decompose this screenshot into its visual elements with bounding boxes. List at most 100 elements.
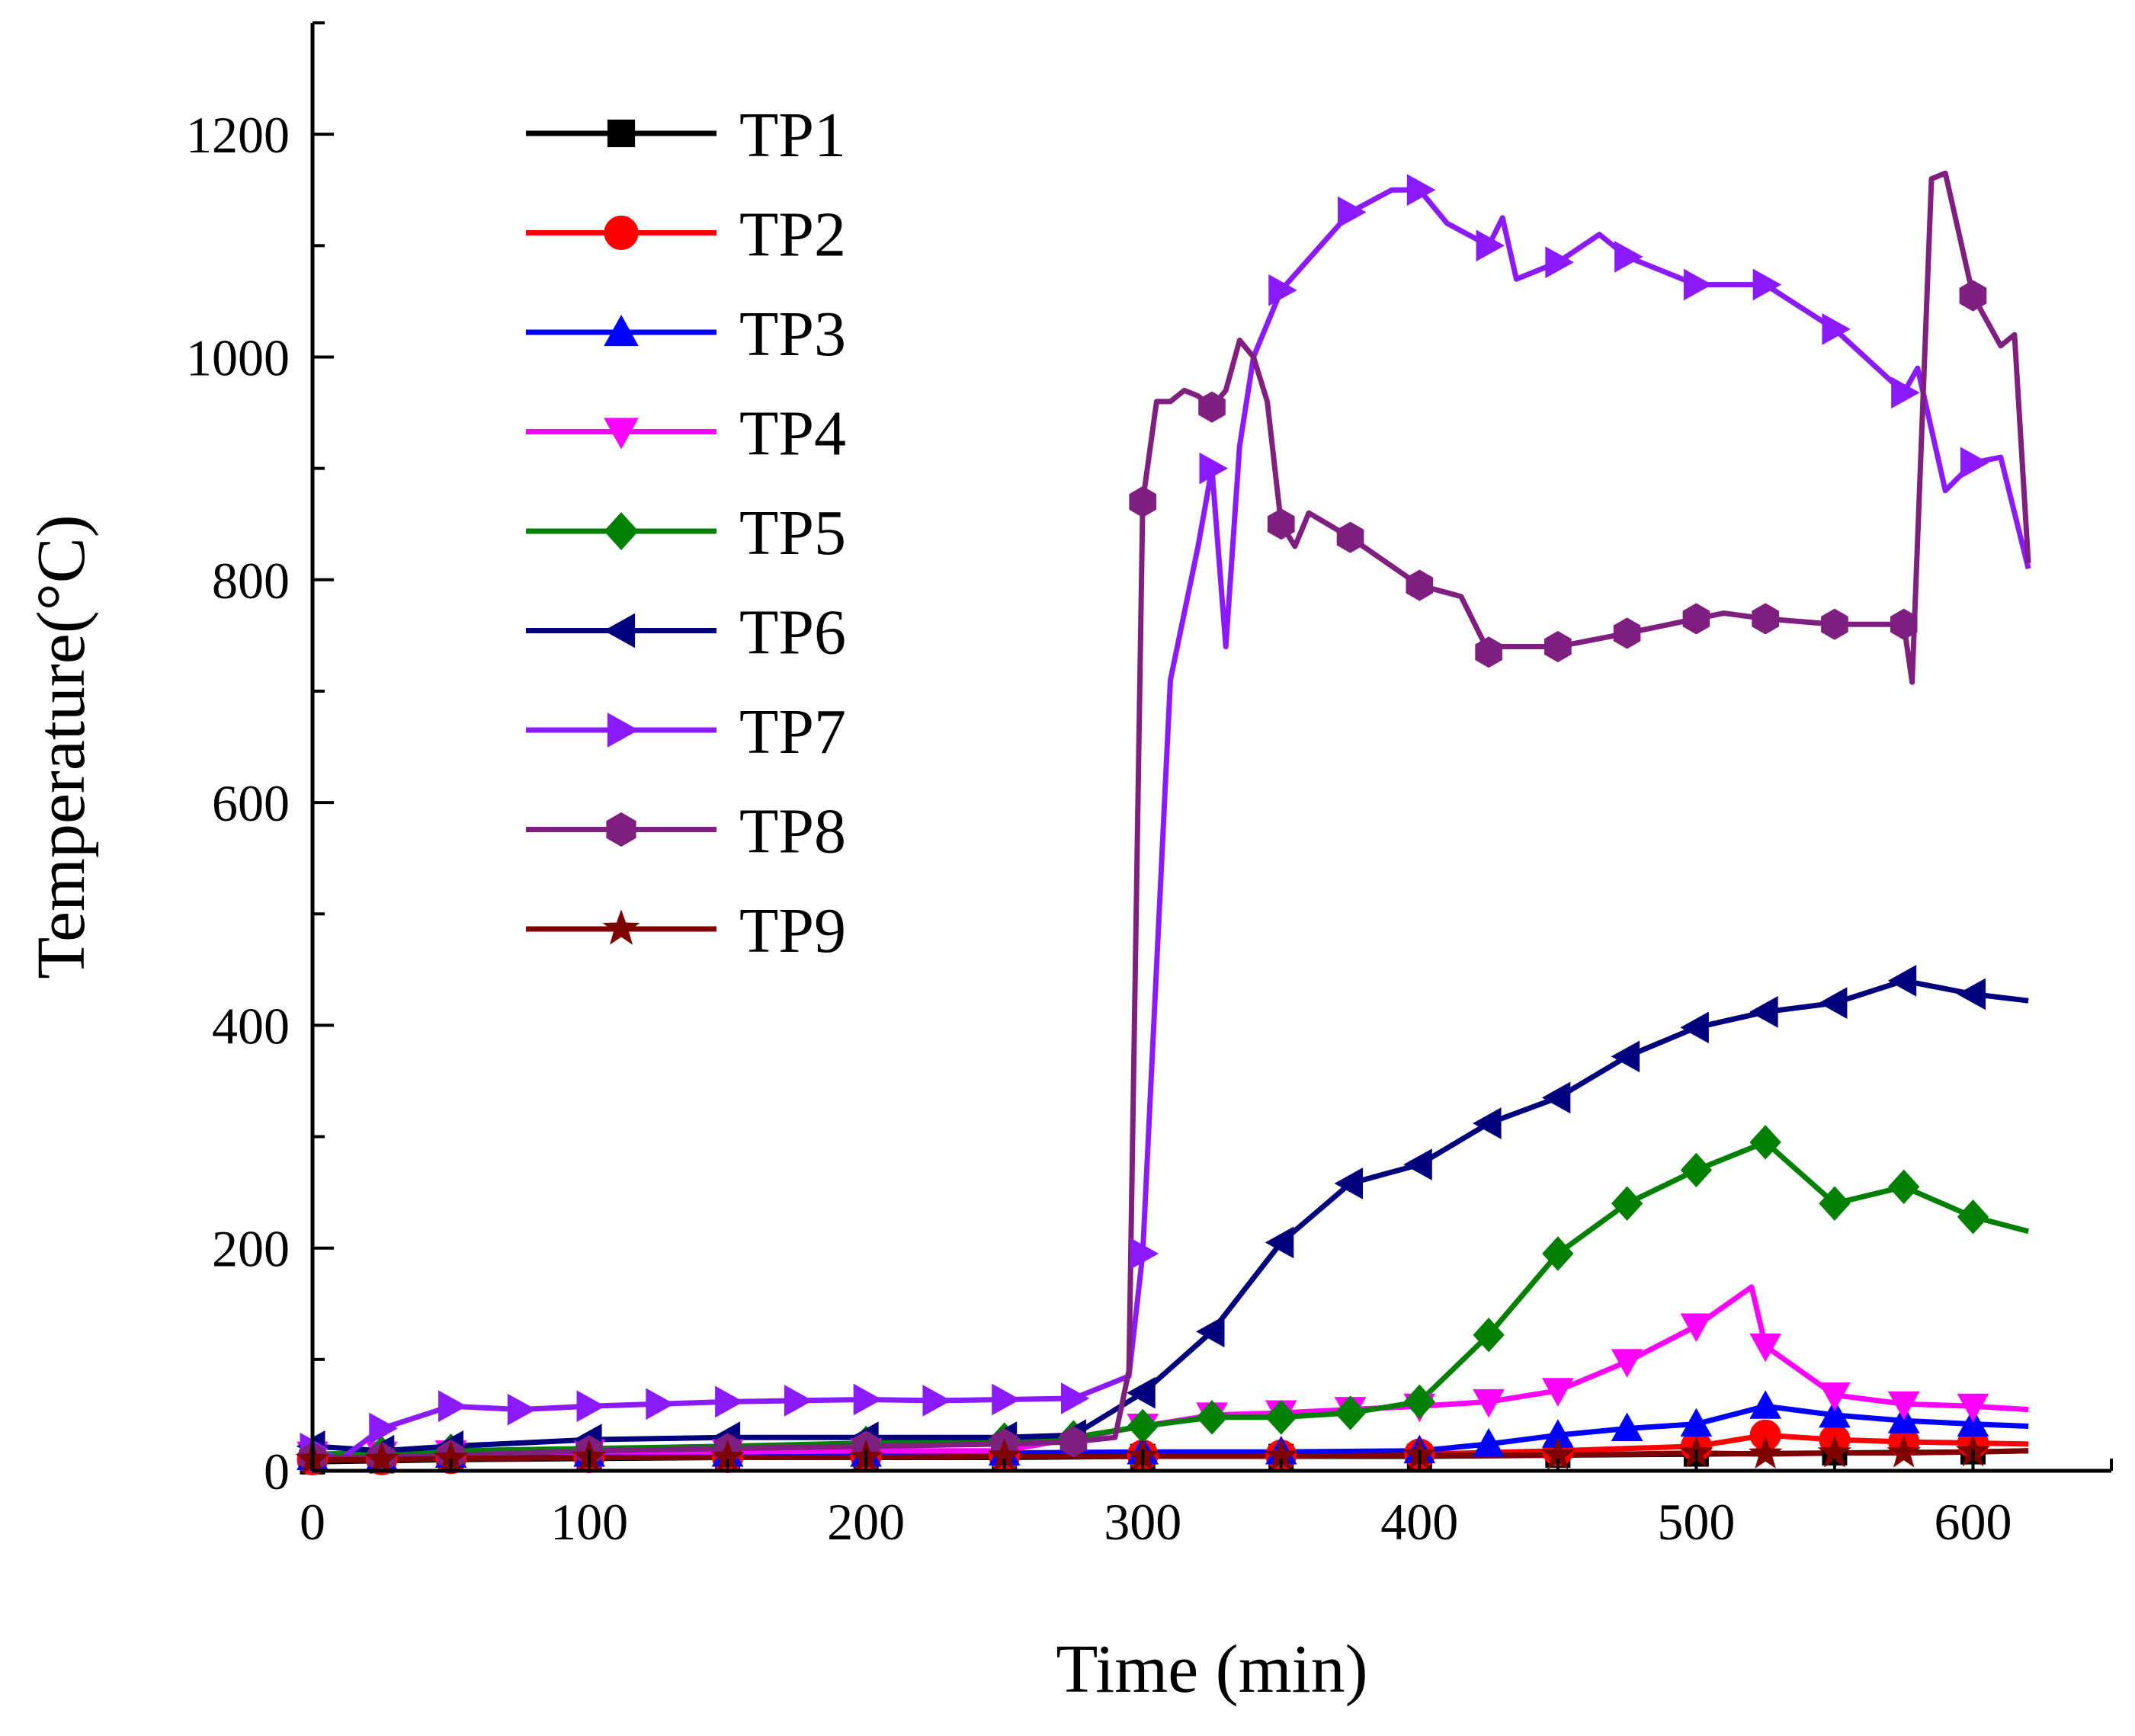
data-point-tp6 (1265, 1226, 1294, 1259)
legend-marker-tp2 (604, 216, 639, 250)
data-point-tp7 (853, 1383, 883, 1416)
legend-label-tp3: TP3 (739, 299, 846, 370)
y-tick-label: 800 (212, 552, 290, 610)
data-point-tp7 (1338, 196, 1367, 229)
data-point-tp6 (1749, 995, 1778, 1028)
data-point-tp7 (438, 1390, 467, 1423)
data-point-tp4 (1887, 1391, 1920, 1421)
y-tick-label: 1000 (186, 328, 290, 386)
x-tick-label: 500 (1657, 1493, 1735, 1551)
axes-layer: 0 100 200 300 400 500 600 0 200 400 600 800 1000 1200 (186, 21, 2113, 1551)
y-tick-label: 1200 (186, 106, 290, 164)
x-tick-label: 0 (300, 1493, 325, 1551)
data-point-tp8 (1267, 508, 1295, 540)
data-point-tp7 (1752, 268, 1782, 301)
data-point-tp7 (1683, 268, 1713, 301)
data-point-tp4 (1749, 1333, 1782, 1363)
data-point-tp6 (1473, 1107, 1502, 1139)
data-point-tp9 (1748, 1436, 1783, 1469)
y-tick-label: 600 (212, 774, 290, 832)
data-point-tp3 (1819, 1398, 1851, 1428)
data-point-tp6 (1887, 965, 1917, 997)
data-point-tp3 (1473, 1427, 1505, 1457)
legend-label-tp1: TP1 (739, 100, 846, 171)
data-point-tp6 (1195, 1315, 1225, 1348)
data-point-tp8 (1959, 280, 1987, 312)
data-point-tp7 (1268, 274, 1297, 306)
data-point-tp7 (1130, 1238, 1159, 1270)
data-point-tp5 (1680, 1152, 1713, 1188)
data-point-tp7 (576, 1390, 606, 1423)
x-tick-label: 300 (1104, 1493, 1181, 1551)
y-tick-label: 200 (212, 1220, 290, 1278)
data-point-tp7 (1960, 447, 1989, 479)
data-point-tp8 (1544, 630, 1572, 663)
data-point-tp5 (1749, 1125, 1781, 1160)
data-point-tp5 (1542, 1236, 1574, 1271)
data-point-tp8 (1059, 1426, 1088, 1458)
y-tick-label: 400 (212, 997, 290, 1055)
data-point-tp7 (1476, 229, 1505, 262)
legend-marker-tp8 (606, 812, 636, 847)
data-point-tp7 (922, 1385, 951, 1417)
legend-label-tp5: TP5 (739, 498, 846, 569)
legend-marker-tp5 (604, 512, 639, 550)
legend-label-tp9: TP9 (739, 895, 846, 966)
data-point-tp7 (1406, 174, 1436, 207)
legend-label-tp8: TP8 (739, 796, 846, 867)
y-axis-title: Temperature(°C) (24, 514, 99, 979)
data-point-tp6 (1611, 1040, 1640, 1073)
data-point-tp4 (1680, 1313, 1713, 1343)
data-point-tp4 (1611, 1349, 1643, 1378)
data-point-tp5 (1611, 1186, 1643, 1221)
data-point-tp7 (715, 1385, 744, 1418)
data-point-tp5 (1403, 1384, 1435, 1420)
data-point-tp5 (1334, 1395, 1367, 1430)
data-point-tp8 (1129, 485, 1157, 518)
data-point-tp7 (992, 1383, 1021, 1416)
markers-layer (295, 174, 1990, 1475)
data-point-tp6 (1818, 987, 1848, 1020)
data-point-tp8 (1613, 617, 1641, 649)
legend-label-tp2: TP2 (739, 200, 846, 271)
legend-marker-tp3 (604, 314, 639, 347)
data-point-tp7 (646, 1388, 675, 1421)
data-point-tp8 (1682, 603, 1710, 635)
data-point-tp6 (1680, 1011, 1709, 1044)
legend-marker-tp1 (607, 119, 636, 148)
data-point-tp7 (507, 1393, 537, 1426)
data-point-tp5 (1196, 1400, 1228, 1435)
data-point-tp8 (1752, 603, 1779, 635)
data-point-tp3 (1749, 1390, 1782, 1419)
data-point-tp7 (369, 1412, 398, 1445)
data-point-tp8 (1336, 521, 1364, 553)
data-point-tp7 (1060, 1382, 1090, 1414)
x-tick-label: 600 (1934, 1493, 2012, 1551)
series-layer (313, 170, 2031, 1465)
data-point-tp4 (1541, 1378, 1574, 1407)
data-point-tp7 (1199, 452, 1229, 485)
data-point-tp5 (1957, 1200, 1989, 1235)
x-tick-label: 100 (550, 1493, 628, 1551)
data-point-tp6 (1334, 1167, 1364, 1200)
x-axis-title: Time (min) (1056, 1632, 1367, 1707)
legend-marker-tp6 (603, 613, 636, 649)
data-point-tp7 (1614, 241, 1643, 273)
data-point-tp9 (364, 1441, 399, 1475)
data-point-tp6 (1403, 1148, 1432, 1180)
x-tick-label: 400 (1380, 1493, 1458, 1551)
data-point-tp8 (1821, 608, 1848, 640)
data-point-tp7 (1545, 246, 1574, 279)
data-point-tp4 (1819, 1382, 1851, 1411)
data-point-tp5 (1265, 1400, 1297, 1435)
data-point-tp8 (1475, 636, 1502, 668)
data-point-tp7 (1891, 376, 1920, 409)
data-point-tp7 (784, 1385, 813, 1417)
data-point-tp5 (1819, 1186, 1851, 1221)
data-point-tp9 (1887, 1435, 1921, 1468)
series-line-tp7 (313, 187, 2031, 1462)
legend-label-tp7: TP7 (739, 697, 846, 767)
legend: TP1 TP2 TP3 TP4 TP5 TP6 TP7 TP8 TP9 (526, 100, 846, 966)
x-tick-label: 200 (827, 1493, 905, 1551)
